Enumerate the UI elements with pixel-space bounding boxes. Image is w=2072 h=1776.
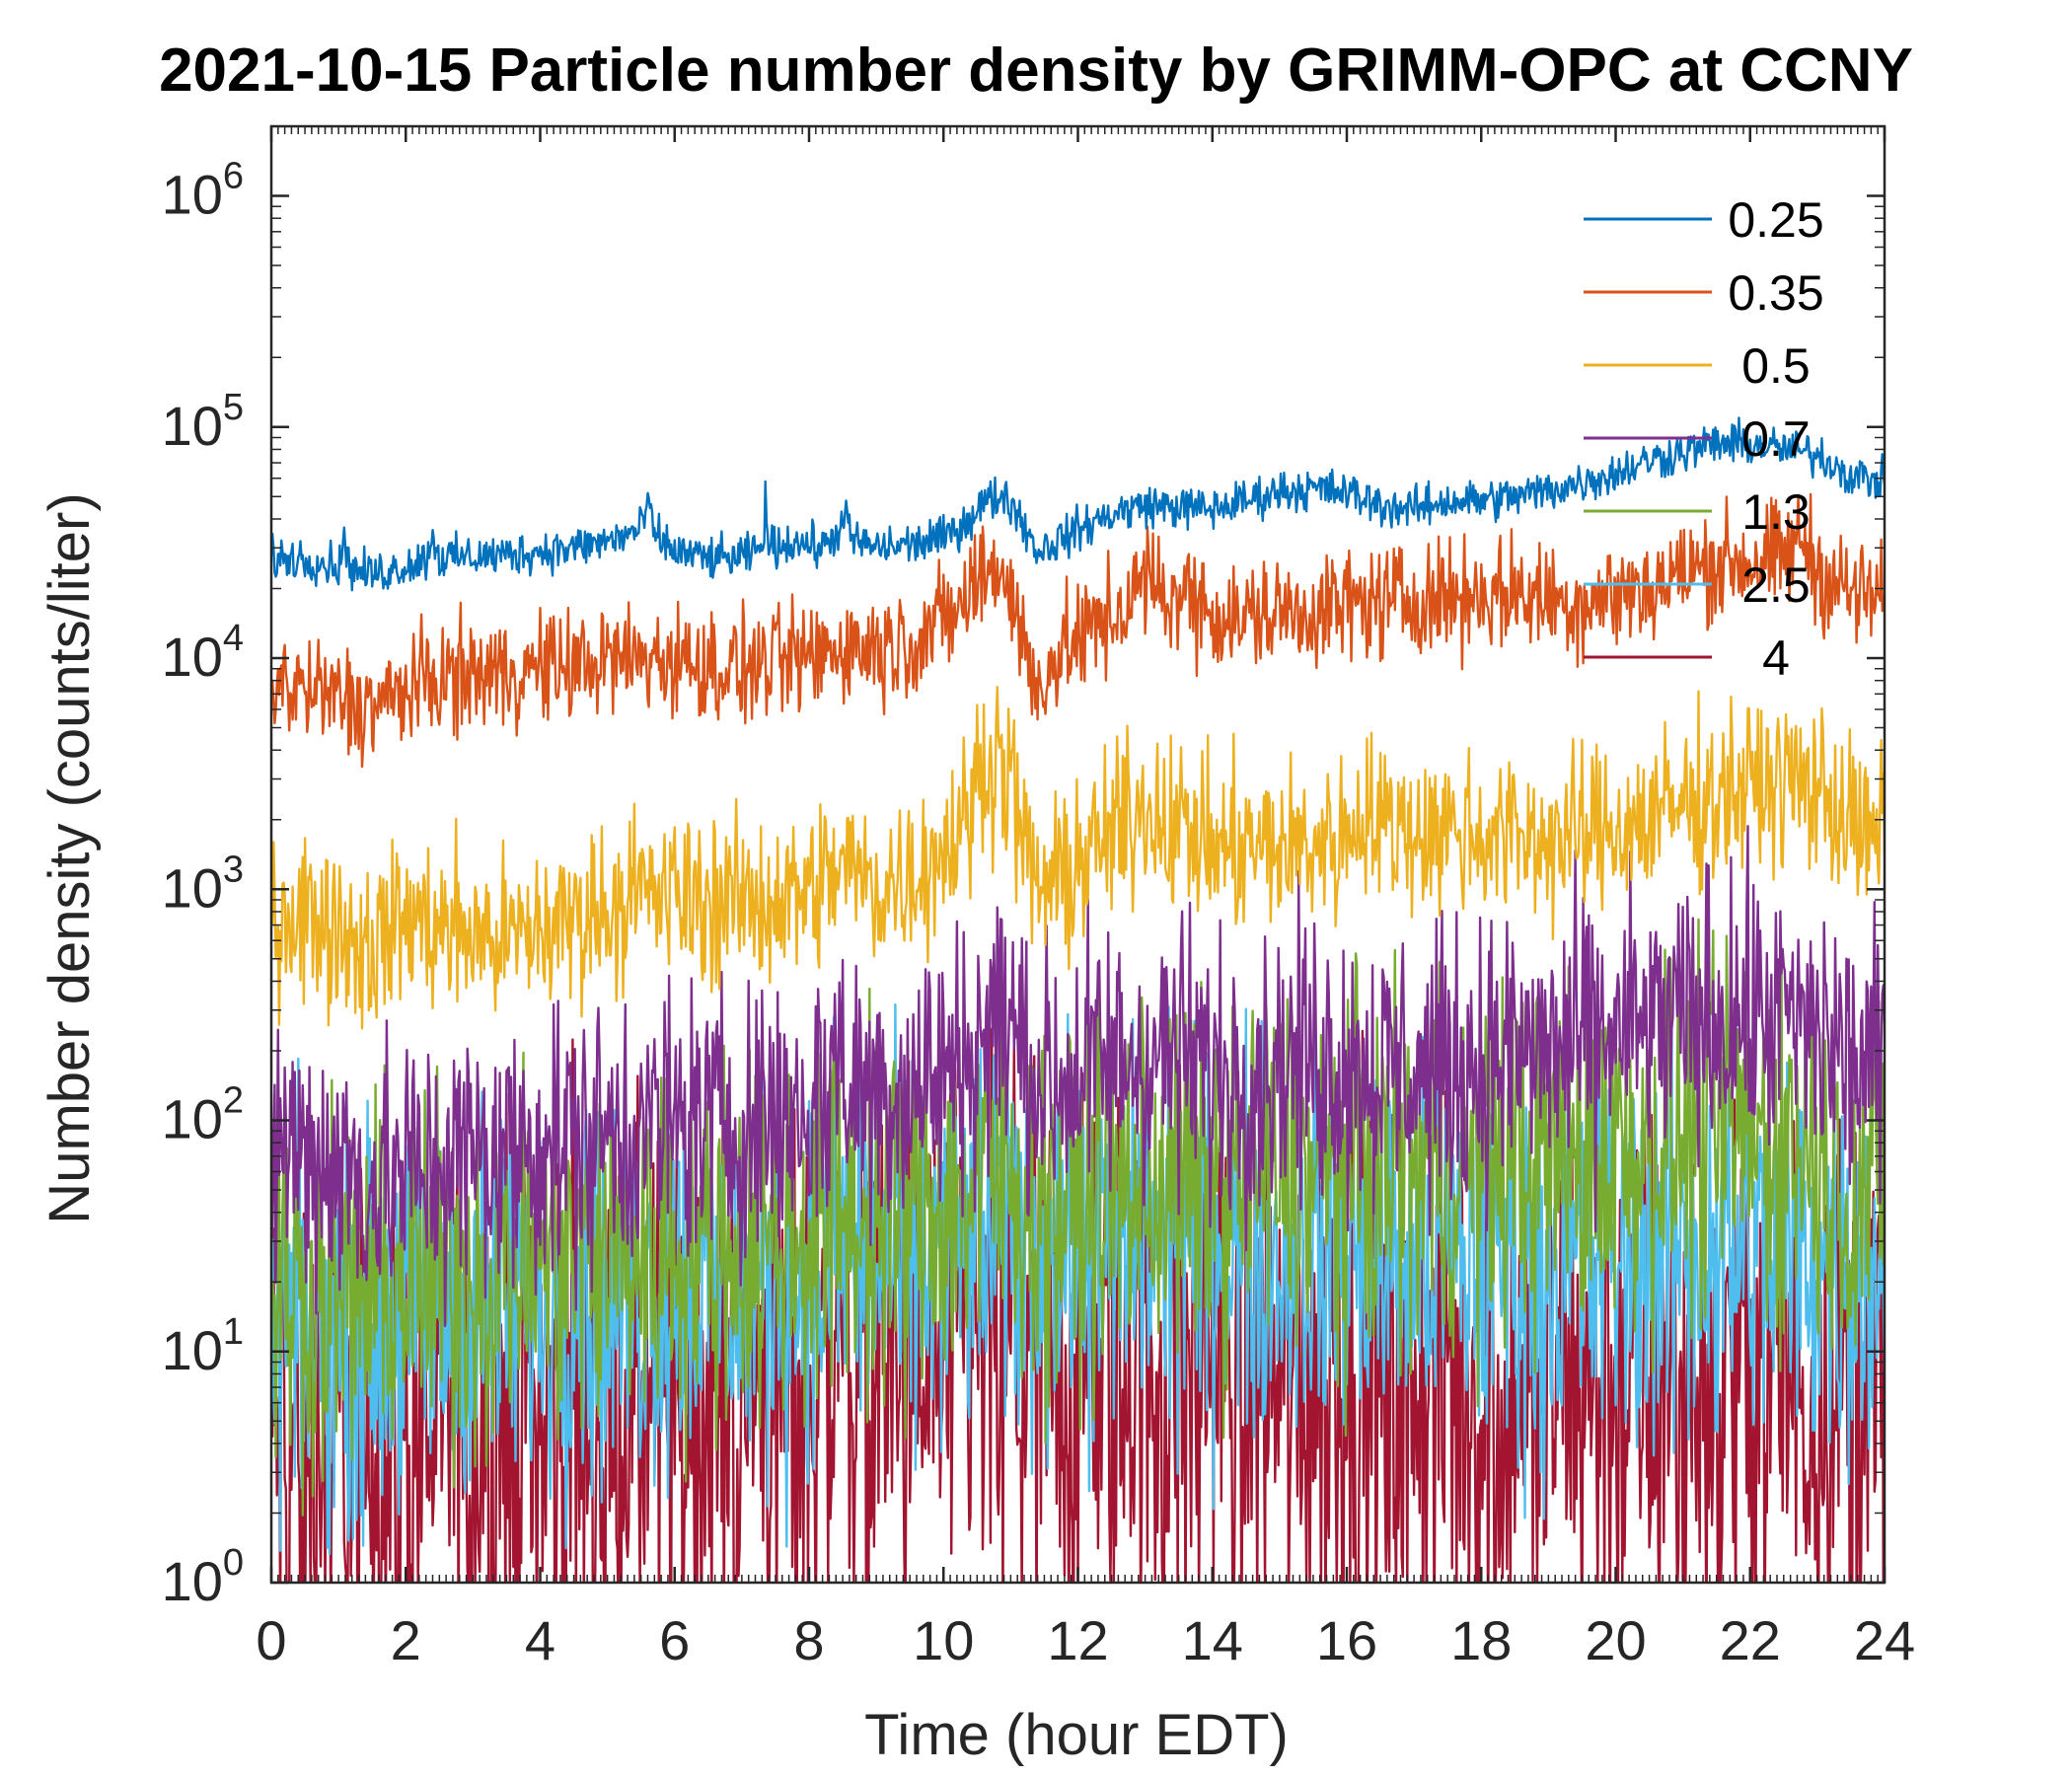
x-tick-label: 6 bbox=[659, 1609, 690, 1671]
series-line-0.5 bbox=[271, 686, 1885, 1030]
legend-label-4: 4 bbox=[1762, 630, 1790, 686]
series-line-0.35 bbox=[271, 492, 1885, 769]
legend-label-0.7: 0.7 bbox=[1741, 411, 1811, 467]
legend-label-2.5: 2.5 bbox=[1741, 557, 1811, 613]
x-tick-label: 10 bbox=[913, 1609, 974, 1671]
series-group bbox=[271, 416, 1885, 1583]
x-axis: 0 2 4 6 8 10 12 14 16 18 20 22 24 bbox=[256, 126, 1915, 1671]
y-tick-label: 104 bbox=[162, 618, 244, 688]
x-tick-label: 16 bbox=[1316, 1609, 1377, 1671]
x-tick-label: 24 bbox=[1854, 1609, 1915, 1671]
x-tick-label: 22 bbox=[1720, 1609, 1781, 1671]
y-axis-label: Number density (counts/liter) bbox=[37, 492, 102, 1223]
series-line-0.7 bbox=[271, 825, 1885, 1327]
y-tick-label: 103 bbox=[162, 849, 244, 919]
x-tick-label: 8 bbox=[793, 1609, 824, 1671]
x-tick-label: 0 bbox=[256, 1609, 286, 1671]
plot-area bbox=[269, 124, 1887, 1585]
series-line-0.25 bbox=[271, 416, 1885, 592]
x-tick-label: 12 bbox=[1047, 1609, 1108, 1671]
legend: 0.25 0.35 0.5 0.7 1.3 2.5 4 bbox=[1584, 192, 1824, 686]
legend-label-1.3: 1.3 bbox=[1741, 484, 1811, 540]
x-axis-label: Time (hour EDT) bbox=[864, 1703, 1289, 1767]
y-tick-label: 102 bbox=[162, 1080, 244, 1150]
legend-label-0.5: 0.5 bbox=[1741, 338, 1811, 394]
x-tick-label: 2 bbox=[391, 1609, 421, 1671]
x-tick-label: 14 bbox=[1182, 1609, 1243, 1671]
chart-title: 2021-10-15 Particle number density by GR… bbox=[159, 37, 1913, 105]
y-tick-label: 100 bbox=[162, 1542, 244, 1612]
x-tick-label: 18 bbox=[1450, 1609, 1512, 1671]
y-tick-label: 101 bbox=[162, 1311, 244, 1381]
legend-label-0.25: 0.25 bbox=[1728, 192, 1823, 248]
x-tick-label: 4 bbox=[525, 1609, 555, 1671]
y-tick-label: 105 bbox=[162, 387, 244, 457]
legend-label-0.35: 0.35 bbox=[1728, 265, 1823, 321]
y-axis: 100 101 102 103 104 105 106 bbox=[162, 125, 1885, 1612]
x-tick-label: 20 bbox=[1585, 1609, 1646, 1671]
y-tick-label: 106 bbox=[162, 156, 244, 226]
